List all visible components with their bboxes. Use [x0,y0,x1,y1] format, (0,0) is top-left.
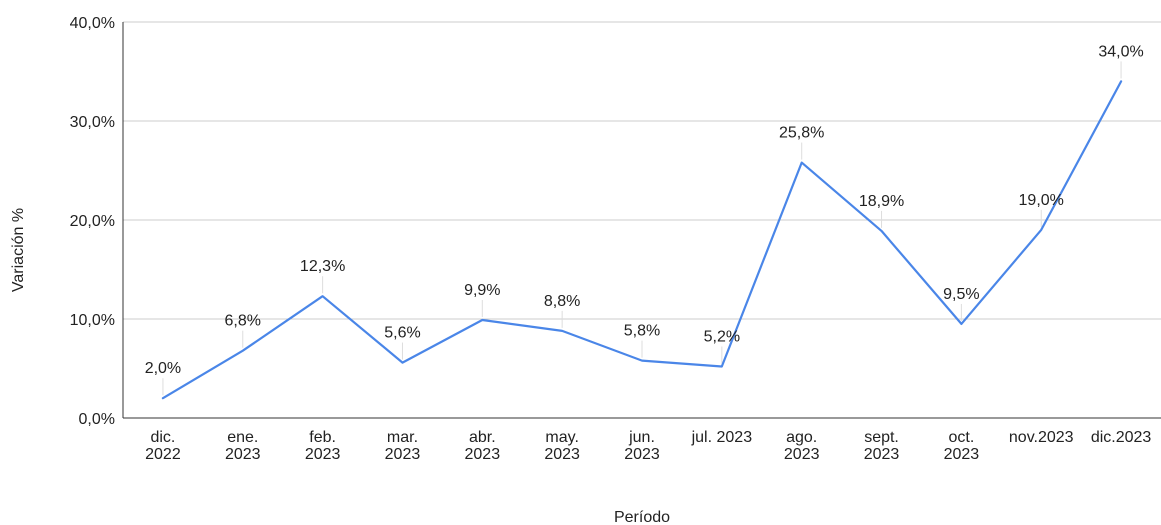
y-tick-label: 10,0% [70,312,115,329]
x-tick-label: jun. 2023 [624,429,660,463]
data-label: 5,6% [384,325,420,342]
x-tick-label: feb. 2023 [305,429,341,463]
data-label: 9,9% [464,282,500,299]
axes [122,22,1161,419]
y-tick-label: 40,0% [70,15,115,32]
x-tick-label: sept. 2023 [864,429,900,463]
data-label: 2,0% [145,360,181,377]
series-lines [161,80,1123,400]
x-tick-label: ene. 2023 [225,429,261,463]
y-axis-label: Variación % [10,208,27,292]
data-label: 5,2% [704,329,740,346]
data-label: 12,3% [300,258,345,275]
x-axis-label: Período [614,509,670,525]
data-label: 34,0% [1098,43,1143,60]
data-label: 18,9% [859,193,904,210]
x-tick-label: ago. 2023 [784,429,820,463]
gridlines [123,21,1161,320]
x-tick-label: nov.2023 [1009,429,1074,446]
x-tick-label: dic. 2022 [145,429,181,463]
data-label: 25,8% [779,125,824,142]
data-labels: 2,0% 6,8% 12,3% 5,6% 9,9% 8,8% 5,8% 5,2% 25,8% 18… [145,43,1144,377]
y-tick-label: 30,0% [70,114,115,131]
x-tick-label: dic.2023 [1091,429,1152,446]
x-tick-label: may. 2023 [544,429,580,463]
series-line [161,80,1123,400]
x-tick-label: oct. 2023 [944,429,980,463]
x-tick-label: abr. 2023 [465,429,501,463]
data-label: 8,8% [544,293,580,310]
y-tick-label: 20,0% [70,213,115,230]
data-label: 5,8% [624,323,660,340]
label-leaders [162,61,1122,396]
x-tick-label: mar. 2023 [385,429,421,463]
x-tick-label: jul. 2023 [691,429,753,446]
y-axis-ticks: 0,0% 10,0% 20,0% 30,0% 40,0% [70,15,115,428]
y-tick-label: 0,0% [79,411,115,428]
x-axis-ticks: dic. 2022 ene. 2023 feb. 2023 mar. 2023 abr. 2023… [145,429,1151,463]
data-label: 9,5% [943,286,979,303]
data-label: 19,0% [1019,192,1064,209]
data-label: 6,8% [225,313,261,330]
